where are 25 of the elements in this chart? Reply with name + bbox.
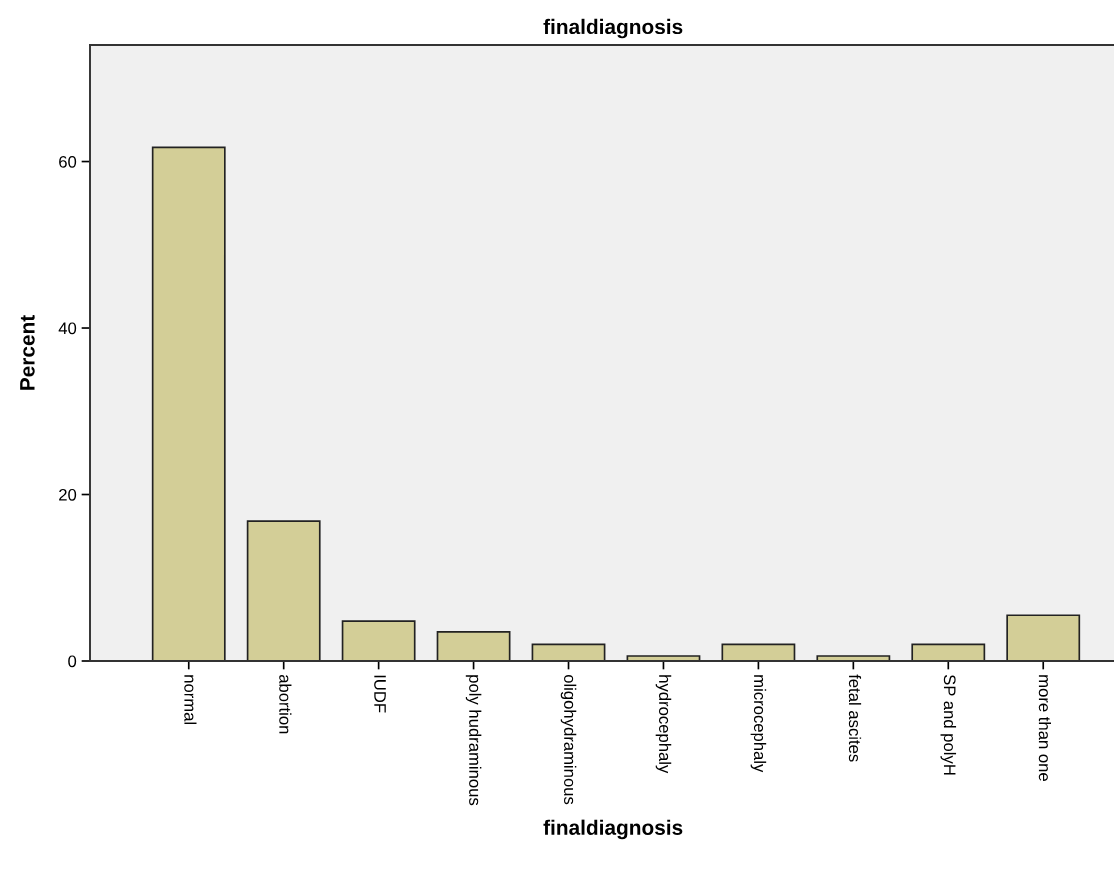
x-tick-label: IUDF [374,675,386,713]
bar [911,643,986,661]
y-tick-label: 20 [59,488,77,501]
bar [436,631,511,661]
x-tick-label: oligohydraminous [560,674,577,805]
y-tick-label: 60 [59,155,77,168]
y-tick-label: 0 [68,655,77,668]
x-tick-label: SP and polyH [940,674,957,775]
bar [246,520,321,661]
bar [721,643,796,661]
bar [151,146,226,661]
x-tick-label: normal [184,675,197,725]
x-tick-label: fetal ascites [848,674,862,762]
x-tick-label: hydrocephaly [655,675,672,774]
x-tick-label: more than one [1038,675,1051,781]
bar [531,643,606,661]
bar [341,620,416,661]
y-axis-title: Percent [20,315,35,390]
x-tick-label: microcephaly [750,675,767,773]
chart-title: finaldiagnosis [543,18,683,39]
x-tick-label: abortion [279,674,292,734]
y-tick-label: 40 [58,322,77,335]
x-axis-title: finaldiagnosis [543,819,683,840]
x-tick-label: poly hudraminous [465,675,482,806]
bar [1006,614,1081,661]
